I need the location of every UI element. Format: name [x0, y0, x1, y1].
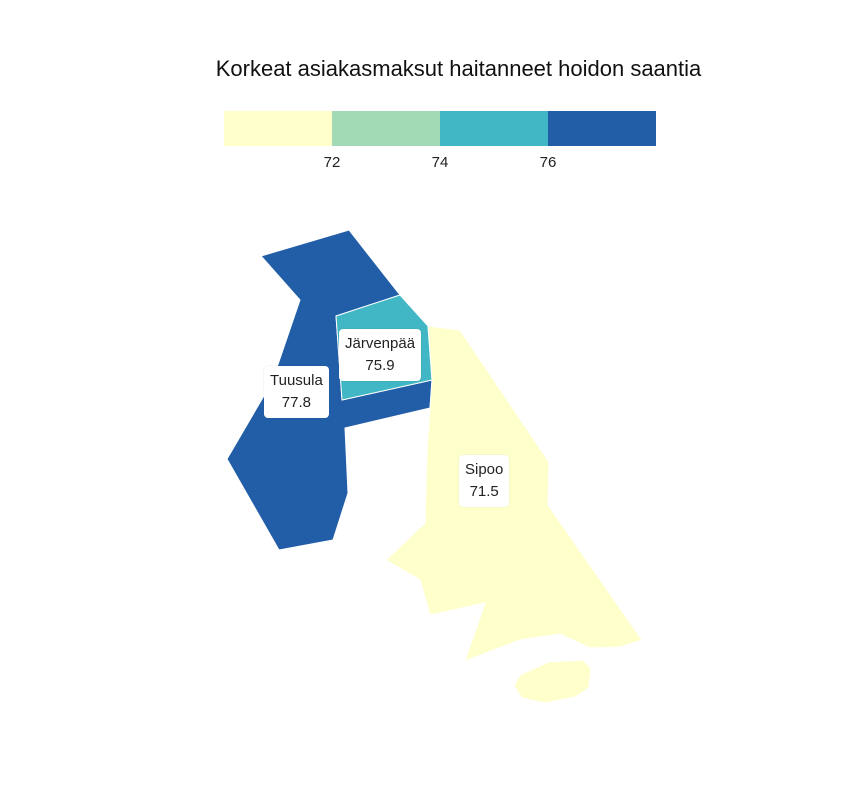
region-sipoo-island[interactable]	[513, 659, 592, 704]
region-label-sipoo: Sipoo 71.5	[459, 455, 510, 507]
map-title: Korkeat asiakasmaksut haitanneet hoidon …	[215, 56, 702, 81]
legend-tick: 76	[539, 154, 557, 171]
color-legend	[224, 111, 656, 146]
region-name: Sipoo	[465, 461, 504, 478]
region-label-jarvenpaa: Järvenpää 75.9	[339, 329, 422, 381]
region-value: 75.9	[365, 357, 395, 374]
legend-swatch-3	[440, 111, 548, 146]
legend-swatch-4	[548, 111, 656, 146]
region-name: Järvenpää	[345, 335, 416, 352]
legend-tick: 74	[431, 154, 449, 171]
region-name: Tuusula	[270, 372, 323, 389]
region-sipoo[interactable]	[385, 325, 643, 662]
region-value: 77.8	[281, 394, 311, 411]
region-label-tuusula: Tuusula 77.8	[264, 366, 329, 418]
legend-swatch-1	[224, 111, 332, 146]
region-tuusula[interactable]	[226, 229, 433, 551]
legend-ticks: 72 74 76	[224, 150, 656, 174]
legend-tick: 72	[323, 154, 341, 171]
region-value: 71.5	[469, 483, 499, 500]
legend-swatch-2	[332, 111, 440, 146]
